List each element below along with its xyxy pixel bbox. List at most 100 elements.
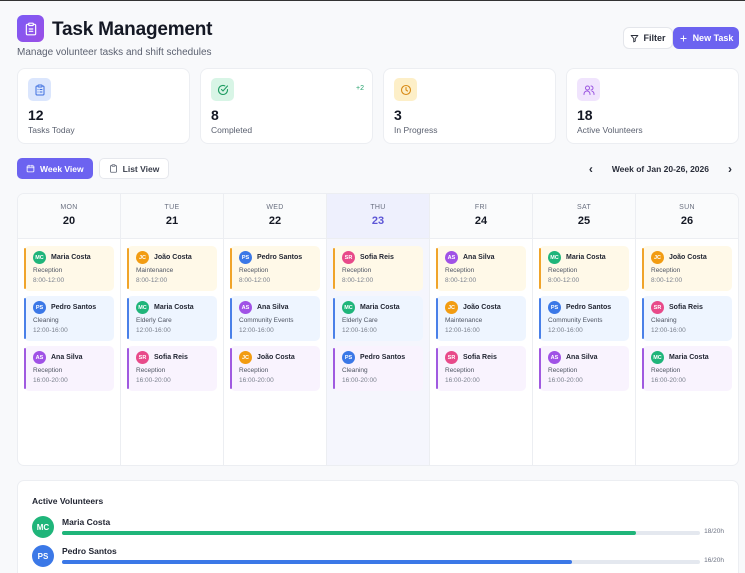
shift-card[interactable]: MC Maria Costa Reception 8:00-12:00 [24, 246, 114, 291]
shift-role: Community Events [548, 317, 603, 324]
shift-role: Elderly Care [342, 317, 378, 324]
day-name: WED [266, 204, 284, 211]
day-header[interactable]: FRI 24 [430, 194, 532, 239]
plus-icon [679, 34, 687, 42]
shift-time: 12:00-16:00 [548, 327, 583, 334]
shift-card[interactable]: SR Sofia Reis Reception 8:00-12:00 [333, 246, 423, 291]
day-column-sat: SAT 25 MC Maria Costa Reception 8:00-12:… [533, 194, 636, 465]
next-week-button[interactable]: › [728, 162, 732, 176]
shift-card[interactable]: PS Pedro Santos Community Events 12:00-1… [539, 296, 629, 341]
volunteer-name: Pedro Santos [62, 546, 117, 556]
avatar: JC [239, 351, 252, 364]
shift-card[interactable]: SR Sofia Reis Reception 16:00-20:00 [436, 346, 526, 391]
avatar: MC [32, 516, 54, 538]
avatar: SR [136, 351, 149, 364]
volunteer-row[interactable]: MC Maria Costa 18/20h [32, 516, 724, 540]
shift-time: 8:00-12:00 [651, 277, 683, 284]
stat-delta: +2 [356, 85, 364, 92]
volunteer-row[interactable]: PS Pedro Santos 16/20h [32, 545, 724, 569]
week-view-label: Week View [40, 163, 84, 174]
shift-card[interactable]: SR Sofia Reis Cleaning 12:00-16:00 [642, 296, 732, 341]
shift-card[interactable]: JC João Costa Reception 8:00-12:00 [642, 246, 732, 291]
avatar: SR [342, 251, 355, 264]
avatar: PS [548, 301, 561, 314]
day-column-fri: FRI 24 AS Ana Silva Reception 8:00-12:00… [430, 194, 533, 465]
week-navigator: ‹ Week of Jan 20-26, 2026 › [586, 159, 735, 179]
stat-label: Active Volunteers [577, 125, 643, 135]
shift-card[interactable]: JC João Costa Maintenance 12:00-16:00 [436, 296, 526, 341]
shift-card[interactable]: AS Ana Silva Reception 8:00-12:00 [436, 246, 526, 291]
shift-time: 12:00-16:00 [33, 327, 68, 334]
clipboard-icon [17, 15, 44, 42]
filter-icon [631, 34, 639, 42]
shift-card[interactable]: JC João Costa Maintenance 8:00-12:00 [127, 246, 217, 291]
shift-card[interactable]: MC Maria Costa Reception 16:00-20:00 [642, 346, 732, 391]
shift-card[interactable]: SR Sofia Reis Reception 16:00-20:00 [127, 346, 217, 391]
page-subtitle: Manage volunteer tasks and shift schedul… [17, 47, 212, 58]
volunteer-name: Sofia Reis [669, 304, 703, 311]
day-header[interactable]: SUN 26 [636, 194, 738, 239]
filter-label: Filter [643, 33, 666, 43]
day-column-sun: SUN 26 JC João Costa Reception 8:00-12:0… [636, 194, 738, 465]
hours-progress-bar [62, 560, 700, 564]
day-header[interactable]: THU 23 [327, 194, 429, 239]
volunteer-name: Ana Silva [51, 354, 83, 361]
shift-role: Reception [445, 367, 475, 374]
shift-card[interactable]: MC Maria Costa Reception 8:00-12:00 [539, 246, 629, 291]
day-name: SAT [577, 204, 591, 211]
day-number: 21 [165, 215, 179, 227]
day-number: 23 [371, 215, 385, 227]
shift-card[interactable]: PS Pedro Santos Cleaning 12:00-16:00 [24, 296, 114, 341]
shift-card[interactable]: AS Ana Silva Reception 16:00-20:00 [24, 346, 114, 391]
volunteer-name: João Costa [154, 254, 192, 261]
page-header: Task Management Manage volunteer tasks a… [17, 15, 739, 59]
stats-row: 12 Tasks Today +2 8 Completed 3 In Progr… [17, 68, 739, 144]
shift-card[interactable]: PS Pedro Santos Cleaning 16:00-20:00 [333, 346, 423, 391]
stat-label: Tasks Today [28, 125, 75, 135]
shift-card[interactable]: JC João Costa Reception 16:00-20:00 [230, 346, 320, 391]
week-view-tab[interactable]: Week View [17, 158, 93, 179]
volunteer-name: Ana Silva [463, 254, 495, 261]
volunteer-name: Pedro Santos [51, 304, 97, 311]
day-number: 20 [62, 215, 76, 227]
shift-card[interactable]: AS Ana Silva Reception 16:00-20:00 [539, 346, 629, 391]
volunteer-name: Maria Costa [62, 517, 111, 527]
avatar: JC [136, 251, 149, 264]
page-title: Task Management [52, 19, 213, 40]
users-icon [577, 78, 600, 101]
stat-label: Completed [211, 125, 253, 135]
avatar: SR [651, 301, 664, 314]
panel-title: Active Volunteers [32, 496, 104, 506]
shift-card[interactable]: PS Pedro Santos Reception 8:00-12:00 [230, 246, 320, 291]
week-label: Week of Jan 20-26, 2026 [611, 164, 709, 174]
day-number: 24 [474, 215, 488, 227]
shift-role: Reception [651, 267, 681, 274]
shift-card[interactable]: AS Ana Silva Community Events 12:00-16:0… [230, 296, 320, 341]
list-view-tab[interactable]: List View [98, 158, 170, 179]
shift-role: Maintenance [445, 317, 483, 324]
shift-list: AS Ana Silva Reception 8:00-12:00 JC Joã… [430, 239, 532, 391]
view-toggle: Week View List View [17, 158, 170, 179]
shift-time: 8:00-12:00 [445, 277, 477, 284]
day-header[interactable]: TUE 21 [121, 194, 223, 239]
shift-role: Reception [342, 267, 372, 274]
list-view-label: List View [122, 163, 160, 174]
filter-button[interactable]: Filter [623, 27, 673, 49]
prev-week-button[interactable]: ‹ [588, 162, 593, 176]
shift-list: JC João Costa Reception 8:00-12:00 SR So… [636, 239, 738, 391]
day-name: THU [370, 204, 386, 211]
day-header[interactable]: MON 20 [18, 194, 120, 239]
stat-card-completed: +2 8 Completed [200, 68, 373, 144]
day-header[interactable]: SAT 25 [533, 194, 635, 239]
stat-value: 12 [28, 107, 44, 123]
day-header[interactable]: WED 22 [224, 194, 326, 239]
shift-card[interactable]: MC Maria Costa Elderly Care 12:00-16:00 [333, 296, 423, 341]
shift-card[interactable]: MC Maria Costa Elderly Care 12:00-16:00 [127, 296, 217, 341]
shift-list: MC Maria Costa Reception 8:00-12:00 PS P… [533, 239, 635, 391]
check-circle-icon [211, 78, 234, 101]
day-column-mon: MON 20 MC Maria Costa Reception 8:00-12:… [18, 194, 121, 465]
hours-progress-bar [62, 531, 700, 535]
avatar: AS [33, 351, 46, 364]
new-task-button[interactable]: New Task [673, 27, 739, 49]
shift-time: 16:00-20:00 [33, 377, 68, 384]
